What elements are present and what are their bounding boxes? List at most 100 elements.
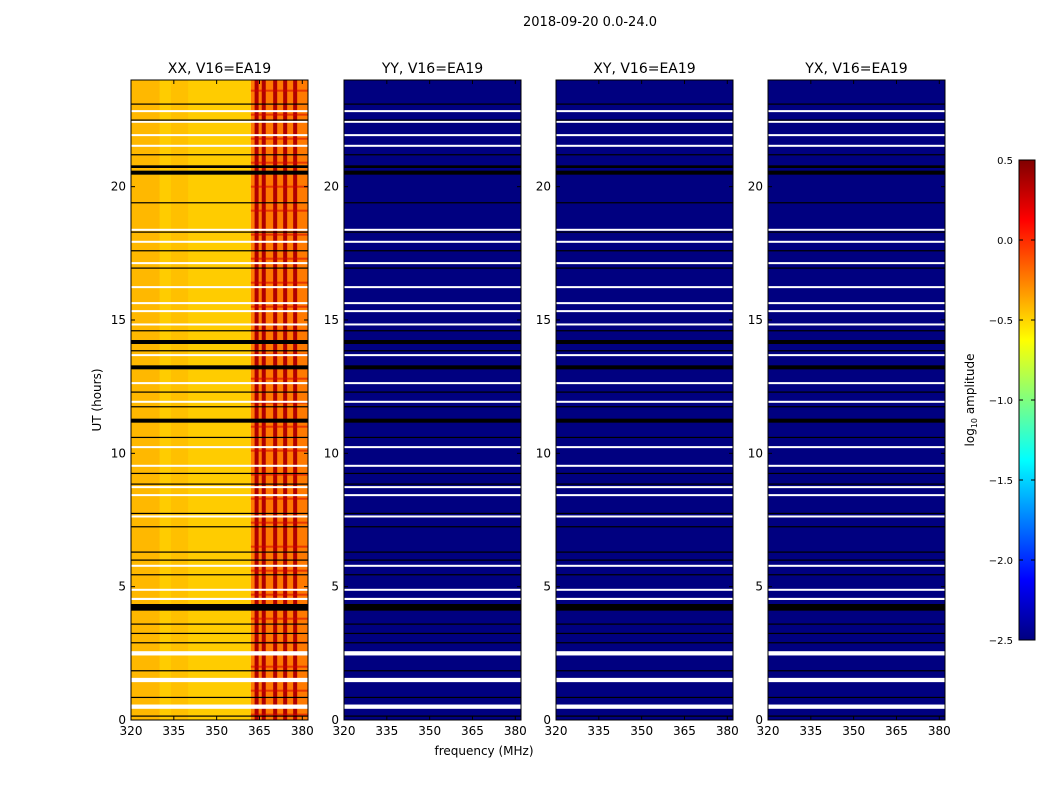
flagged-black-line [556, 154, 733, 156]
flagged-white-band [768, 486, 945, 489]
y-tick-label: 15 [536, 313, 551, 327]
y-tick-label: 0 [543, 713, 551, 727]
flagged-white-band [131, 677, 308, 683]
flagged-white-band [131, 651, 308, 656]
panel-background [768, 80, 945, 720]
flagged-white-band [344, 704, 521, 709]
flagged-black-line [344, 119, 521, 121]
x-tick-label: 350 [418, 724, 441, 738]
flagged-white-band [344, 323, 521, 326]
flagged-black-line [131, 154, 308, 156]
flagged-white-band [344, 262, 521, 265]
panel-frame [343, 79, 522, 721]
flagged-black-band [768, 340, 945, 344]
colorbar-label-sub: 10 [970, 418, 979, 428]
panel-image [344, 80, 521, 720]
flagged-black-band [344, 365, 521, 370]
flagged-black-band [131, 604, 308, 611]
y-tick-label: 5 [543, 580, 551, 594]
flagged-black-line [344, 559, 521, 561]
flagged-black-line [344, 623, 521, 625]
y-tick-label: 10 [536, 446, 551, 460]
flagged-white-band [131, 228, 308, 231]
xx-hot-row [250, 233, 308, 236]
flagged-white-band [344, 677, 521, 683]
flagged-black-line [768, 350, 945, 352]
xx-hot-row [250, 257, 308, 260]
flagged-white-band [556, 302, 733, 305]
flagged-white-band [344, 651, 521, 656]
flagged-black-band [556, 165, 733, 168]
x-tick-label: 365 [673, 724, 696, 738]
flagged-white-band [344, 486, 521, 489]
flagged-black-line [131, 350, 308, 352]
colorbar-tick-label: −0.5 [989, 316, 1013, 327]
xx-hot-row [250, 665, 308, 668]
x-tick-label: 320 [757, 724, 780, 738]
flagged-white-band [131, 134, 308, 137]
flagged-black-line [768, 632, 945, 635]
flagged-black-line [131, 512, 308, 515]
flagged-white-band [768, 310, 945, 313]
flagged-white-band [556, 588, 733, 591]
panel-title: YX, V16=EA19 [804, 61, 907, 77]
flagged-black-band [556, 170, 733, 175]
xx-orange-edge [131, 80, 160, 720]
flagged-black-line [556, 574, 733, 576]
flagged-white-band [131, 486, 308, 489]
colorbar-label: log10 amplitude [963, 354, 979, 447]
flagged-black-line [556, 483, 733, 485]
flagged-black-line [344, 350, 521, 352]
flagged-black-line [556, 472, 733, 475]
panel-title: XY, V16=EA19 [593, 61, 695, 77]
flagged-white-band [131, 515, 308, 518]
x-tick-label: 380 [291, 724, 314, 738]
x-tick-label: 380 [504, 724, 527, 738]
flagged-black-line [556, 696, 733, 699]
flagged-black-line [131, 250, 308, 252]
x-tick-label: 320 [333, 724, 356, 738]
x-tick-label: 365 [248, 724, 271, 738]
flagged-black-line [768, 231, 945, 233]
flagged-white-band [131, 382, 308, 385]
flagged-white-band [556, 382, 733, 385]
flagged-white-band [131, 446, 308, 449]
flagged-black-line [768, 512, 945, 515]
xx-hot-row [250, 89, 308, 92]
flagged-white-band [556, 515, 733, 518]
flagged-white-band [344, 134, 521, 137]
flagged-black-line [344, 715, 521, 717]
flagged-black-line [556, 632, 733, 635]
flagged-black-line [131, 103, 308, 105]
flagged-white-band [344, 302, 521, 305]
flagged-white-band [768, 446, 945, 449]
flagged-black-line [344, 670, 521, 672]
flagged-black-line [556, 642, 733, 644]
flagged-white-band [344, 310, 521, 313]
flagged-black-line [768, 696, 945, 699]
xx-hot-row [250, 521, 308, 524]
xx-hot-row [250, 137, 308, 140]
flagged-white-band [344, 120, 521, 123]
colorbar-tick-label: 0.0 [997, 236, 1013, 247]
x-tick-label: 380 [928, 724, 951, 738]
y-tick-label: 0 [331, 713, 339, 727]
flagged-black-line [768, 267, 945, 269]
flagged-black-line [131, 623, 308, 625]
flagged-black-line [131, 267, 308, 269]
xx-hot-row [250, 425, 308, 428]
flagged-black-band [768, 165, 945, 168]
flagged-black-band [344, 418, 521, 423]
flagged-black-line [131, 642, 308, 644]
flagged-white-band [344, 110, 521, 113]
xx-dark-stripe [273, 80, 278, 720]
panel-yy: YY, V16=EA19 320 335 350 365 380 0 5 10 15 20 [324, 61, 527, 738]
flagged-black-line [768, 642, 945, 644]
flagged-black-band [131, 170, 308, 175]
flagged-black-band [768, 418, 945, 423]
flagged-white-band [131, 323, 308, 326]
colorbar-label-log: log [963, 428, 977, 446]
flagged-black-line [768, 202, 945, 204]
flagged-black-line [768, 715, 945, 717]
